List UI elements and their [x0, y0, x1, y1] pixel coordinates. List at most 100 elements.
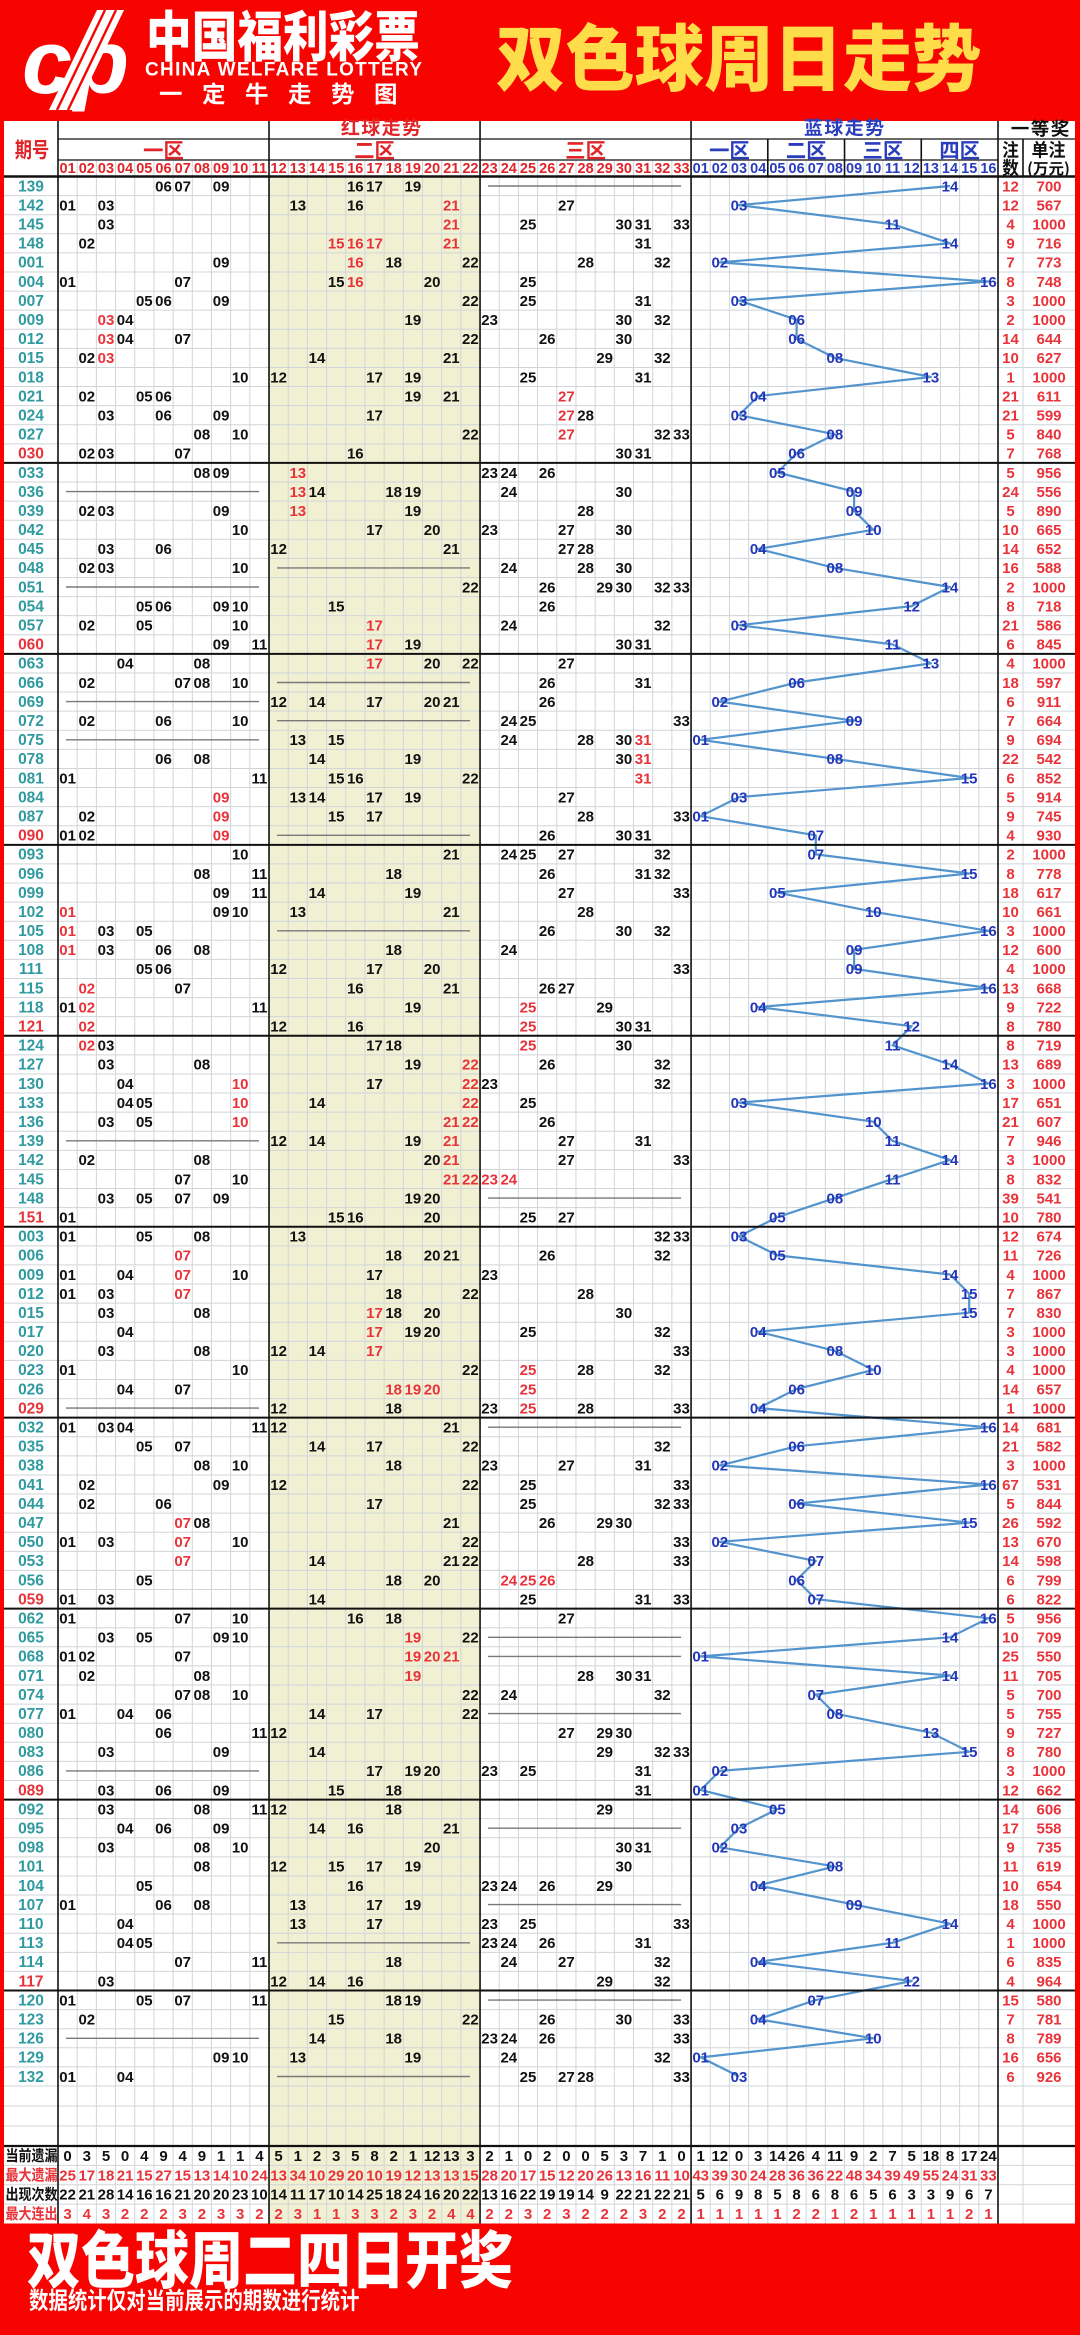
svg-text:24: 24: [500, 1954, 517, 1971]
svg-text:09: 09: [213, 2050, 230, 2067]
svg-text:24: 24: [500, 942, 517, 959]
svg-text:2: 2: [601, 2206, 609, 2223]
svg-text:755: 755: [1036, 1706, 1061, 1723]
svg-text:3: 3: [1006, 1324, 1014, 1341]
svg-text:542: 542: [1036, 751, 1061, 768]
svg-text:21: 21: [1002, 618, 1019, 635]
svg-text:14: 14: [309, 789, 326, 806]
svg-text:33: 33: [673, 1152, 690, 1169]
svg-text:4: 4: [255, 2148, 264, 2165]
svg-text:19: 19: [405, 503, 422, 520]
svg-text:14: 14: [213, 2167, 230, 2184]
svg-text:08: 08: [827, 350, 844, 367]
svg-text:19: 19: [405, 885, 422, 902]
svg-text:25: 25: [520, 161, 536, 177]
svg-text:047: 047: [18, 1515, 44, 1532]
svg-text:7: 7: [1006, 1305, 1014, 1322]
svg-text:32: 32: [654, 1057, 671, 1074]
svg-text:30: 30: [616, 1019, 633, 1036]
svg-text:1: 1: [888, 2206, 896, 2223]
svg-text:057: 057: [18, 618, 44, 635]
svg-text:9: 9: [159, 2148, 167, 2165]
svg-text:03: 03: [731, 789, 748, 806]
svg-text:1: 1: [313, 2206, 321, 2223]
svg-text:107: 107: [18, 1897, 44, 1914]
svg-text:102: 102: [18, 904, 44, 921]
svg-text:7: 7: [1006, 255, 1014, 272]
svg-text:09: 09: [213, 885, 230, 902]
svg-text:13: 13: [616, 2167, 633, 2184]
svg-text:11: 11: [885, 1133, 901, 1150]
svg-text:29: 29: [328, 2167, 345, 2184]
svg-text:020: 020: [18, 1343, 44, 1360]
svg-text:124: 124: [18, 1038, 44, 1055]
svg-text:12: 12: [271, 161, 287, 177]
svg-text:02: 02: [78, 236, 95, 253]
svg-text:0: 0: [581, 2148, 589, 2165]
svg-text:9: 9: [1006, 1840, 1014, 1857]
svg-text:12: 12: [405, 2167, 422, 2184]
svg-text:07: 07: [174, 1553, 191, 1570]
svg-text:9: 9: [1006, 809, 1014, 826]
svg-text:11: 11: [885, 1038, 901, 1055]
svg-text:26: 26: [539, 1935, 556, 1952]
svg-text:01: 01: [59, 942, 76, 959]
svg-text:13: 13: [923, 369, 940, 386]
svg-text:14: 14: [942, 161, 958, 177]
svg-text:123: 123: [18, 2012, 44, 2029]
svg-text:6: 6: [1006, 2069, 1014, 2086]
svg-text:136: 136: [18, 1114, 44, 1131]
svg-text:05: 05: [136, 1630, 153, 1647]
svg-text:15: 15: [328, 1210, 345, 1227]
svg-text:0: 0: [735, 2148, 743, 2165]
svg-text:30: 30: [616, 923, 633, 940]
svg-text:27: 27: [558, 388, 575, 405]
svg-text:14: 14: [309, 1095, 326, 1112]
svg-text:062: 062: [18, 1611, 44, 1628]
svg-text:23: 23: [482, 161, 498, 177]
svg-text:05: 05: [136, 1935, 153, 1952]
svg-text:01: 01: [60, 161, 76, 177]
svg-text:28: 28: [577, 904, 594, 921]
svg-text:26: 26: [539, 828, 556, 845]
svg-text:1: 1: [697, 2148, 705, 2165]
svg-text:1: 1: [294, 2148, 302, 2165]
svg-text:28: 28: [577, 541, 594, 558]
svg-text:07: 07: [174, 1171, 191, 1188]
svg-text:15: 15: [961, 770, 978, 787]
svg-text:14: 14: [942, 1267, 959, 1284]
svg-text:13: 13: [1002, 980, 1019, 997]
svg-text:21: 21: [443, 1649, 460, 1666]
svg-text:7: 7: [639, 2148, 647, 2165]
svg-text:3: 3: [294, 2206, 302, 2223]
svg-text:10: 10: [232, 598, 249, 615]
svg-text:11: 11: [251, 885, 267, 902]
svg-text:29: 29: [596, 1725, 613, 1742]
svg-text:15: 15: [961, 1515, 978, 1532]
svg-text:04: 04: [117, 1706, 134, 1723]
svg-text:14: 14: [309, 484, 326, 501]
svg-text:28: 28: [577, 1400, 594, 1417]
svg-text:08: 08: [194, 1152, 211, 1169]
svg-text:25: 25: [520, 2069, 537, 2086]
svg-text:01: 01: [59, 1591, 76, 1608]
svg-text:065: 065: [18, 1630, 44, 1647]
svg-text:15: 15: [328, 274, 345, 291]
svg-text:06: 06: [155, 598, 172, 615]
svg-text:27: 27: [558, 522, 575, 539]
svg-text:25: 25: [520, 1591, 537, 1608]
svg-text:02: 02: [78, 560, 95, 577]
svg-text:13: 13: [289, 484, 306, 501]
svg-text:773: 773: [1036, 255, 1061, 272]
svg-text:34: 34: [289, 2167, 306, 2184]
svg-text:16: 16: [347, 236, 364, 253]
svg-text:09: 09: [213, 465, 230, 482]
svg-text:25: 25: [520, 1019, 537, 1036]
svg-text:21: 21: [1002, 388, 1019, 405]
svg-text:6: 6: [1006, 694, 1014, 711]
svg-text:16: 16: [500, 2187, 517, 2204]
svg-text:17: 17: [366, 656, 383, 673]
svg-text:17: 17: [78, 2167, 95, 2184]
svg-text:18: 18: [1002, 885, 1019, 902]
svg-text:22: 22: [462, 1553, 479, 1570]
